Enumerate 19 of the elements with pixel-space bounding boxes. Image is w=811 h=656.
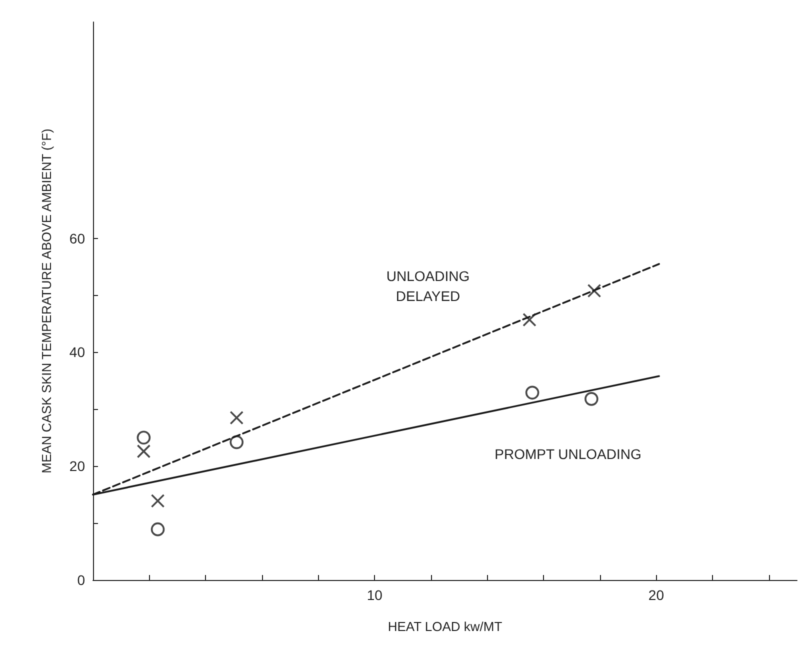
point [230, 435, 244, 450]
y-tick-label: 0 [77, 572, 86, 588]
point [136, 444, 151, 458]
point [230, 410, 244, 425]
point [150, 522, 165, 536]
point [136, 430, 151, 445]
y-tick-label: 20 [69, 458, 86, 474]
y-tick-label: 40 [69, 344, 86, 360]
x-tick-label: 10 [366, 587, 383, 603]
point [522, 312, 536, 327]
annotation: PROMPT UNLOADING [494, 446, 642, 462]
point [150, 494, 165, 508]
annotation: UNLOADING DELAYED [386, 268, 470, 304]
point [525, 386, 540, 400]
point [587, 284, 602, 298]
y-axis-title: MEAN CASK SKIN TEMPERATURE ABOVE AMBIENT (°F) [39, 128, 54, 474]
y-tick-label: 60 [69, 230, 86, 246]
x-axis-title: HEAT LOAD kw/MT [388, 619, 502, 634]
point [584, 392, 598, 406]
